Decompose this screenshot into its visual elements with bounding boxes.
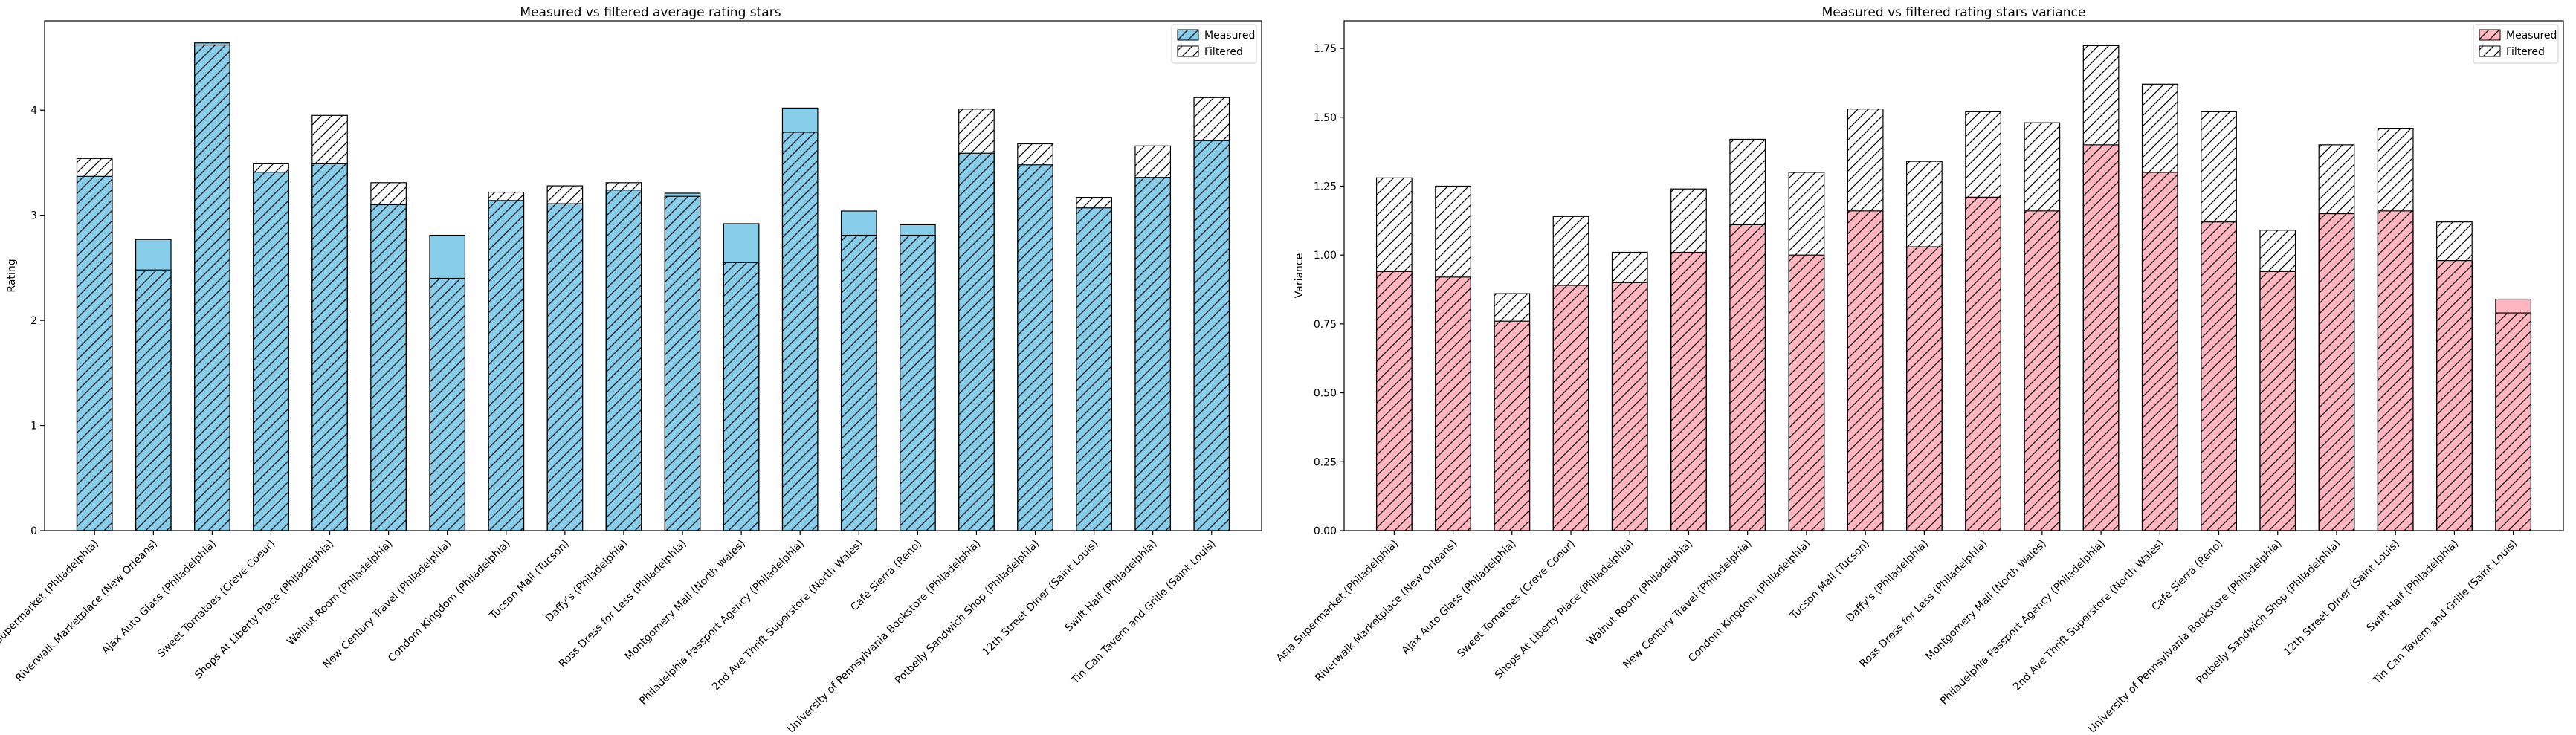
chart-left-bars [76,42,1230,531]
bar-filtered [840,234,877,531]
xtick-label: Montgomery Mall (North Wales) [1923,538,2048,663]
bar-filtered [546,185,584,531]
ytick-label: 1.25 [1314,181,1337,192]
xtick-label: Montgomery Mall (North Wales) [623,538,748,663]
xtick-label: Ajax Auto Glass (Philadelphia) [1400,538,1519,657]
xtick-label: Sweet Tomatoes (Creve Coeur) [155,538,277,660]
bar-filtered [194,44,230,531]
bar-filtered [1611,251,1648,531]
legend-label-measured: Measured [2506,30,2557,42]
chart-right-ylabel: Variance [1294,253,1305,298]
bar-filtered [2259,230,2296,531]
chart-right-xticks: Asia Supermarket (Philadelphia)Riverwalk… [1274,531,2519,735]
xtick-label: New Century Travel (Philadelphia) [1621,538,1754,671]
ytick-label: 0 [30,525,37,537]
chart-left: Measured vs filtered average rating star… [0,5,1262,735]
ytick-label: 3 [30,210,37,222]
bar-filtered [1494,293,1531,531]
xtick-label: University of Pennsylvania Bookstore (Ph… [2086,538,2284,735]
ytick-label: 0.50 [1314,388,1337,400]
chart-left-yticks: 0 1 2 3 4 [30,105,45,537]
bar-filtered [605,182,642,531]
xtick-label: Walnut Room (Philadelphia) [285,538,395,648]
chart-right-frame [1343,20,2564,531]
bar-filtered [1375,177,1413,531]
xtick-label: Ross Dress for Less (Philadelphia) [557,538,689,670]
xtick-label: 12th Street Diner (Saint Louis) [980,538,1100,658]
bar-filtered [2024,122,2061,531]
bar-filtered [1552,216,1589,531]
bar-filtered [1729,138,1766,531]
bar-filtered [1670,188,1707,531]
bar-filtered [2201,111,2237,531]
bar-filtered [253,163,289,531]
ytick-label: 0.00 [1314,525,1337,537]
bar-filtered [2377,128,2414,531]
xtick-label: Ajax Auto Glass (Philadelphia) [100,538,219,657]
ytick-label: 1 [30,421,37,433]
bar-filtered [1435,185,1471,531]
chart-right-title: Measured vs filtered rating stars varian… [1822,5,2086,20]
bar-filtered [76,158,113,531]
bar-filtered [664,195,701,531]
chart-right-bars [1375,45,2532,531]
xtick-label: Asia Supermarket (Philadelphia) [1274,538,1401,664]
legend-label-filtered: Filtered [2506,46,2545,58]
chart-left-xticks: Asia Supermarket (Philadelphia)Riverwalk… [0,531,1218,735]
ytick-label: 4 [30,105,37,117]
chart-left-title: Measured vs filtered average rating star… [520,5,781,20]
chart-left-legend: Measured Filtered [1171,24,1257,64]
bar-filtered [1847,109,1884,531]
bar-filtered [429,277,466,531]
bar-filtered [1193,97,1230,531]
ytick-label: 1.75 [1314,43,1337,55]
bar-filtered [1788,172,1825,531]
chart-right: Measured vs filtered rating stars varian… [1274,5,2564,735]
bar-filtered [723,262,760,531]
chart-left-frame [44,20,1262,531]
xtick-label: New Century Travel (Philadelphia) [320,538,453,671]
ytick-label: 1.00 [1314,250,1337,262]
xtick-label: Condom Kingdom (Philadelphia) [386,538,513,665]
bar-filtered [1076,197,1112,531]
bar-filtered [135,269,172,531]
ytick-label: 2 [30,315,37,327]
legend-label-filtered: Filtered [1204,46,1243,58]
legend-label-measured: Measured [1204,30,1255,42]
bar-filtered [781,132,819,531]
bar-filtered [2318,144,2355,531]
chart-right-legend: Measured Filtered [2473,24,2559,64]
bar-filtered [1965,111,2001,531]
ytick-label: 0.25 [1314,456,1337,468]
ytick-label: 1.50 [1314,112,1337,124]
legend-swatch-filtered [2479,45,2501,57]
legend-swatch-measured-hatch [1178,30,1198,40]
ytick-label: 0.75 [1314,319,1337,331]
bar-filtered [1134,145,1172,531]
bar-filtered [958,109,995,531]
xtick-label: Ross Dress for Less (Philadelphia) [1857,538,1989,670]
xtick-label: Walnut Room (Philadelphia) [1585,538,1695,648]
bar-filtered [311,114,348,531]
xtick-label: Condom Kingdom (Philadelphia) [1686,538,1813,665]
legend-swatch-filtered [1177,45,1199,57]
bar-filtered [2082,45,2120,531]
bar-filtered [488,191,525,531]
bar-filtered [2141,83,2178,531]
xtick-label: 12th Street Diner (Saint Louis) [2282,538,2402,658]
bar-filtered [2436,221,2473,531]
bar-filtered [1017,143,1053,531]
bar-filtered [900,234,936,531]
xtick-label: University of Pennsylvania Bookstore (Ph… [785,538,983,735]
xtick-label: Sweet Tomatoes (Creve Coeur) [1455,538,1577,660]
bar-filtered [1906,161,1943,531]
chart-left-ylabel: Rating [6,259,18,292]
chart-right-yticks: 0.00 0.25 0.50 0.75 1.00 1.25 1.50 1.75 [1314,43,1344,537]
legend-swatch-measured-hatch [2479,30,2500,40]
bar-filtered [2495,312,2532,531]
bar-filtered [370,182,407,531]
